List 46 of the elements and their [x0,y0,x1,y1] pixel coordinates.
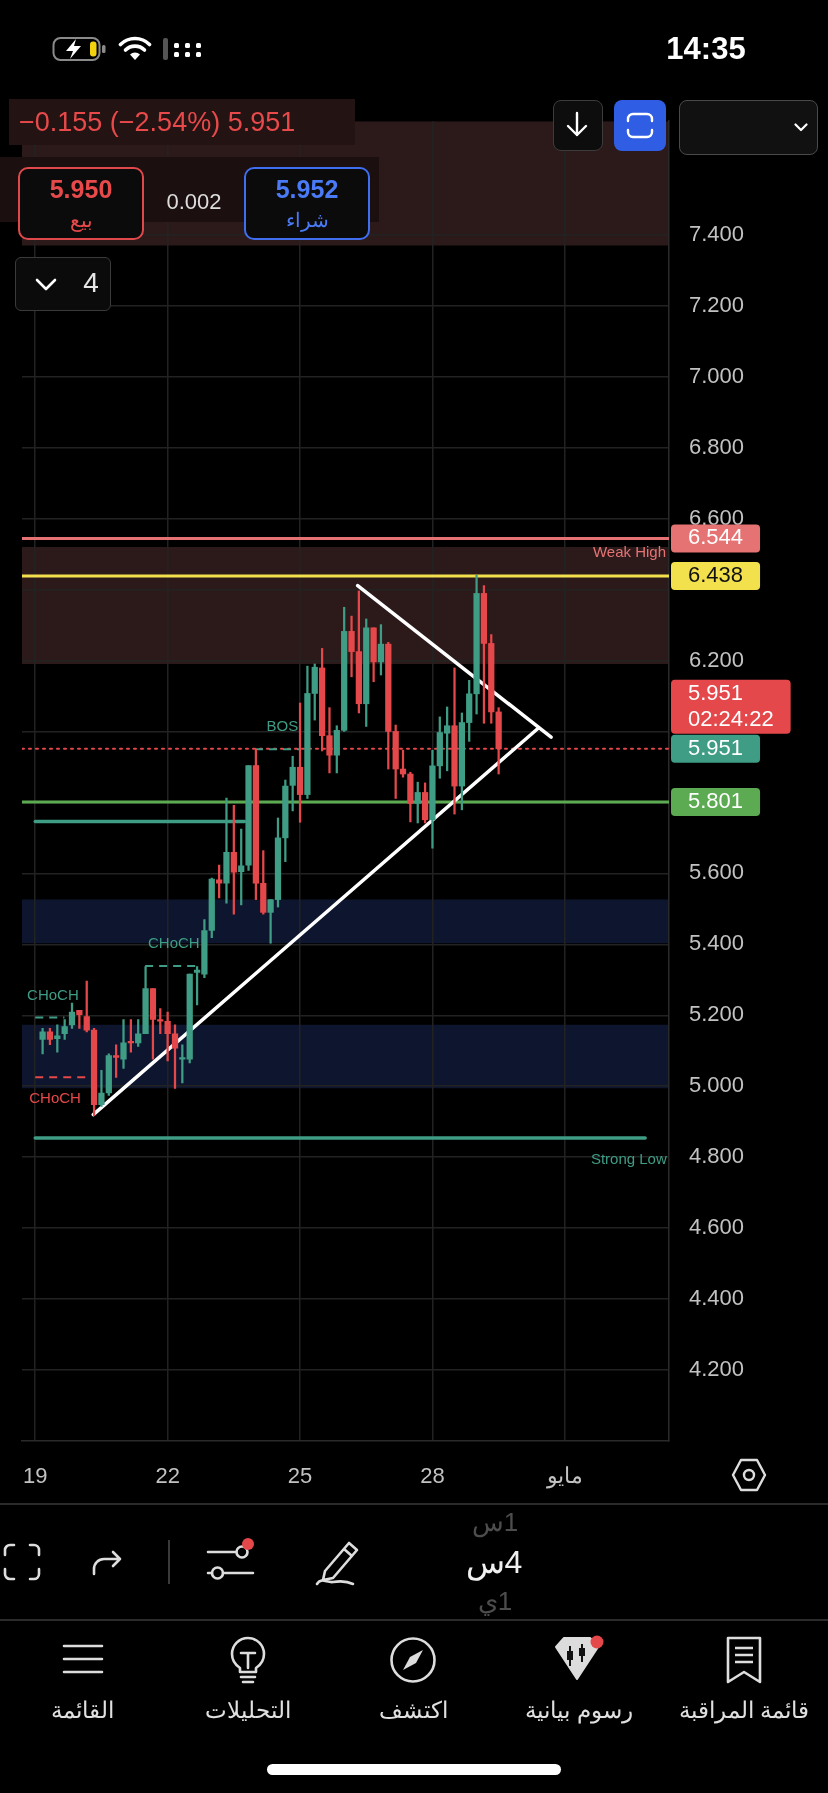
y-tick-label: 7.000 [689,362,745,388]
y-tick-label: 6.800 [689,433,745,459]
x-tick-label: 28 [420,1463,445,1489]
annotation: 5.950 [49,175,113,203]
x-tick-label: مايو [545,1463,583,1490]
y-tick-label: 5.200 [689,1001,745,1027]
ref-line-label: Weak High [592,542,666,560]
text: 4س [465,1544,523,1580]
annotation: شراء [285,209,329,231]
y-tick-label: 4.800 [689,1143,745,1169]
annotation: بيع [69,209,93,231]
y-tick-label: 4.400 [689,1285,745,1311]
annotation: 0.002 [166,189,222,214]
y-tick-label: 5.400 [689,930,745,956]
annotation: CHoCH [147,934,200,952]
y-tick-label: 7.400 [689,220,745,246]
y-tick-label: 5.600 [689,859,745,885]
text: 1س [471,1507,519,1537]
x-tick-label: 25 [287,1463,313,1489]
text: 5.951 [688,679,744,705]
annotation: 4 [83,267,99,298]
text: اكتشف [378,1697,448,1723]
text: رسوم بيانية [525,1697,633,1723]
y-tick-label: 6.200 [689,646,745,672]
annotation: CHoCH [27,985,79,1003]
text: القائمة [50,1697,114,1723]
annotation: −0.155 (−2.54%) 5.951 [19,107,296,137]
annotation: Strong Low [590,1150,667,1168]
text: 6.438 [688,562,744,588]
collapse-button: 4 [15,257,111,311]
text: قائمة المراقبة [678,1697,810,1723]
y-tick-label: 5.000 [689,1072,745,1098]
annotation: 5.952 [275,175,339,203]
y-tick-label: 7.200 [689,291,745,317]
text: 5.951 [688,734,744,760]
annotation: CHoCH [29,1089,81,1107]
text: 14:35 [666,31,746,66]
y-tick-label: 4.200 [689,1356,745,1382]
annotation: BOS [266,717,299,735]
y-tick-label: 4.600 [689,1214,745,1240]
x-tick-label: 19 [22,1463,48,1489]
text: 1ي [477,1586,513,1616]
x-tick-label: 22 [155,1463,180,1489]
text: 02:24:22 [688,705,774,731]
text: 5.801 [688,788,744,814]
text: التحليلات [205,1697,291,1723]
